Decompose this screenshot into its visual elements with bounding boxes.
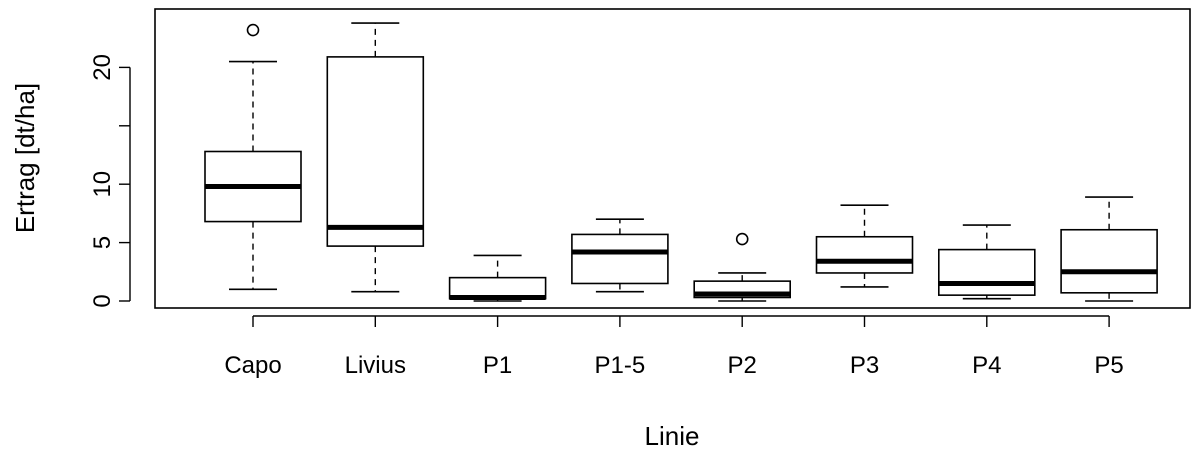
box-p3 [815,204,914,288]
box-series [204,22,1158,302]
box-iqr [937,248,1036,296]
box-p2 [693,232,792,302]
box-iqr [815,235,914,274]
outlier-point [735,232,749,246]
x-tick-label: Capo [224,352,281,379]
box-iqr [571,233,669,285]
box-livius [326,22,425,293]
x-tick-label: P4 [972,352,1001,379]
x-tick-label: P2 [728,352,757,379]
x-tick-label: P5 [1094,352,1123,379]
y-tick-label: 0 [89,294,116,307]
plot-frame [154,8,1191,309]
box-p5 [1060,196,1158,302]
y-tick-label: 20 [89,54,116,81]
box-p1-5 [571,218,669,293]
outlier-point [246,23,260,37]
y-axis: 0 5 10 20 [89,54,131,308]
y-axis-title: Ertrag [dt/ha] [10,83,40,233]
x-axis: Capo Livius P1 P1-5 P2 P3 P4 P5 [224,315,1124,379]
box-capo [204,23,302,291]
y-tick-label: 5 [89,236,116,249]
x-tick-label: P3 [850,352,879,379]
y-tick-label: 10 [89,171,116,198]
box-iqr [326,56,425,247]
box-p4 [937,224,1036,300]
box-iqr [1060,228,1158,294]
x-axis-title: Linie [645,421,700,451]
x-tick-label: Livius [345,352,406,379]
x-tick-label: P1 [483,352,512,379]
x-tick-label: P1-5 [595,352,646,379]
box-p1 [448,254,547,302]
